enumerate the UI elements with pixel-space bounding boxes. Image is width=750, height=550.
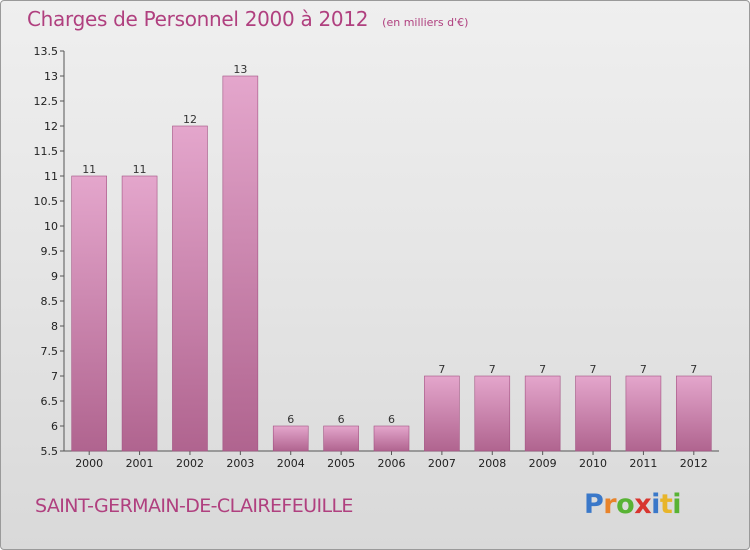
bar-2006[interactable] [373, 425, 410, 452]
bar-2007[interactable] [424, 375, 460, 452]
chart-title-row: Charges de Personnel 2000 à 2012 (en mill… [27, 7, 468, 31]
logo-letter: t [659, 489, 673, 520]
y-tick-label: 5.5 [41, 445, 59, 458]
bar-value-label: 6 [287, 413, 294, 426]
x-tick-label: 2012 [680, 457, 708, 470]
bar-2001[interactable] [121, 175, 158, 452]
x-tick-label: 2008 [478, 457, 506, 470]
logo-letter: i [651, 489, 660, 520]
x-tick-label: 2007 [428, 457, 456, 470]
x-tick-label: 2004 [277, 457, 305, 470]
bar-2008[interactable] [474, 375, 511, 452]
bar-2011[interactable] [625, 375, 662, 452]
bar-value-label: 11 [82, 163, 96, 176]
x-tick-label: 2005 [327, 457, 355, 470]
y-tick-label: 8.5 [41, 295, 59, 308]
x-tick-label: 2006 [378, 457, 406, 470]
y-tick-label: 12.5 [34, 95, 59, 108]
bar-value-label: 7 [438, 363, 445, 376]
bar-value-label: 7 [690, 363, 697, 376]
x-tick-label: 2001 [126, 457, 154, 470]
commune-name: SAINT-GERMAIN-DE-CLAIREFEUILLE [35, 495, 353, 517]
bar-2004[interactable] [272, 425, 309, 452]
logo-letter: i [672, 489, 682, 520]
x-tick-label: 2002 [176, 457, 204, 470]
y-tick-label: 12 [44, 120, 58, 133]
bar-2000[interactable] [71, 175, 107, 452]
logo-letter: o [616, 489, 635, 520]
bar-value-label: 13 [233, 63, 247, 76]
x-tick-label: 2000 [75, 457, 103, 470]
bar-value-label: 7 [539, 363, 546, 376]
y-tick-label: 7.5 [41, 345, 59, 358]
x-axis: 2000 2001 2002 2003 2004 2005 2006 2007 2008 2009… [64, 450, 719, 470]
y-tick-label: 13 [44, 70, 58, 83]
x-tick-label: 2010 [579, 457, 607, 470]
bar-2003[interactable] [222, 75, 259, 452]
x-tick-label: 2003 [226, 457, 254, 470]
y-tick-label: 8 [51, 320, 58, 333]
y-tick-label: 9 [51, 270, 58, 283]
x-tick-label: 2009 [529, 457, 557, 470]
bar-value-label: 6 [388, 413, 395, 426]
y-tick-label: 11 [44, 170, 58, 183]
y-tick-label: 6.5 [41, 395, 59, 408]
bar-2010[interactable] [575, 375, 611, 452]
bar-value-label: 7 [489, 363, 496, 376]
bar-value-label: 7 [590, 363, 597, 376]
y-tick-label: 11.5 [34, 145, 59, 158]
y-tick-label: 7 [51, 370, 58, 383]
x-tick-label: 2011 [629, 457, 657, 470]
logo-letter: x [634, 489, 652, 520]
logo-letter: r [603, 489, 617, 520]
bar-value-label: 6 [338, 413, 345, 426]
bar-2012[interactable] [676, 375, 712, 452]
y-tick-label: 10.5 [34, 195, 59, 208]
y-axis: 5.5 6 6.5 7 7.5 8 8.5 9 9.5 10 10.5 11 11.5 12 12.5 13 1… [34, 45, 65, 458]
bar-2002[interactable] [172, 125, 208, 452]
bar-series [71, 75, 712, 452]
y-tick-label: 6 [51, 420, 58, 433]
proxiti-logo[interactable]: Proxiti [584, 489, 682, 520]
y-tick-label: 10 [44, 220, 58, 233]
chart-title: Charges de Personnel 2000 à 2012 [27, 7, 369, 31]
bar-2005[interactable] [323, 425, 359, 452]
chart-subtitle: (en milliers d'€) [382, 16, 469, 29]
value-labels: 11 11 12 13 6 6 6 7 7 7 7 7 7 [82, 63, 697, 426]
bar-2009[interactable] [524, 375, 561, 452]
bar-value-label: 7 [640, 363, 647, 376]
logo-letter: P [584, 489, 604, 520]
bar-value-label: 11 [133, 163, 147, 176]
y-tick-label: 13.5 [34, 45, 59, 58]
bar-value-label: 12 [183, 113, 197, 126]
y-tick-label: 9.5 [41, 245, 59, 258]
